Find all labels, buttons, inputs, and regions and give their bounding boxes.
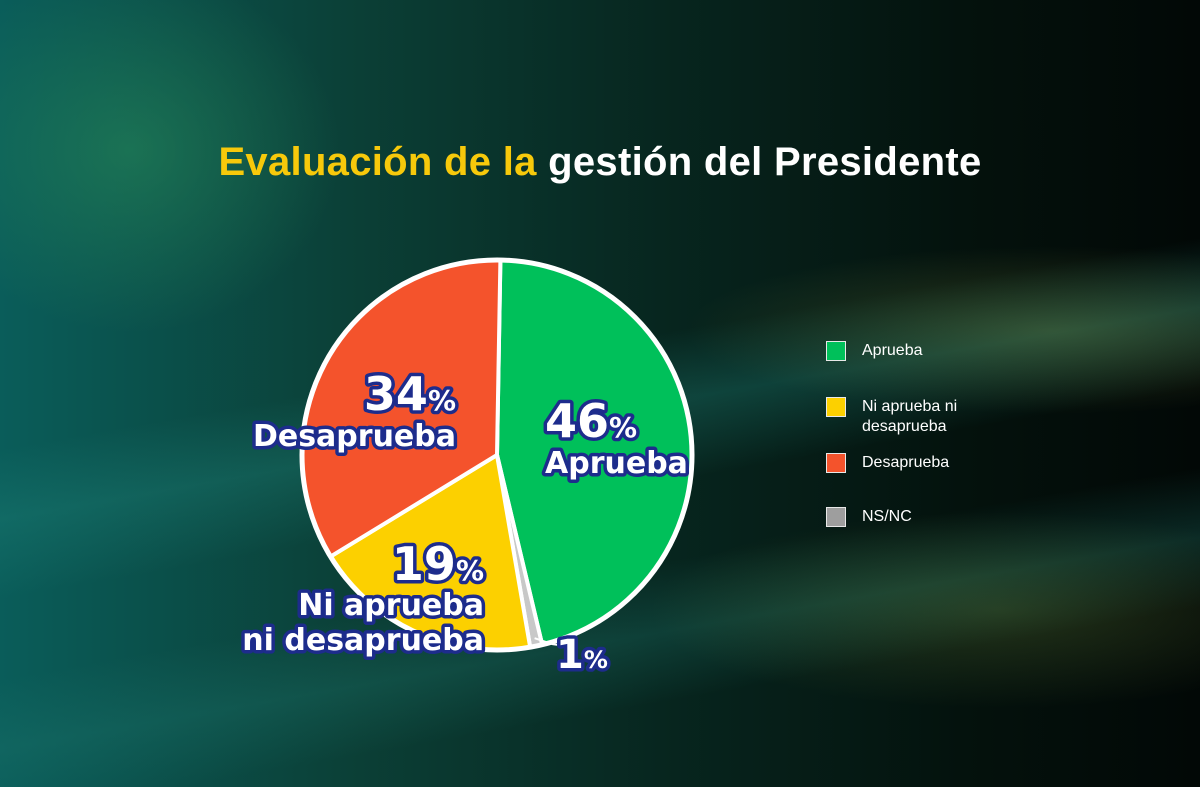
legend-swatch-nsnc	[826, 507, 846, 527]
data-label-aprueba: 46%Aprueba	[542, 391, 692, 485]
legend-label: Ni aprueba ni desaprueba	[862, 398, 958, 435]
legend-swatch-aprueba	[826, 341, 846, 361]
legend-label: Aprueba	[862, 342, 923, 359]
percent-value: 19%	[392, 537, 484, 591]
category-name: Aprueba	[545, 446, 688, 481]
title-part-1: Evaluación de la	[218, 140, 537, 184]
title-part-2: gestión del Presidente	[548, 140, 982, 184]
category-name: Ni aprueba	[298, 588, 484, 623]
legend-label: NS/NC	[862, 508, 912, 525]
data-label-ns-nc: 1%	[553, 629, 612, 682]
pie-outline	[299, 257, 695, 653]
percent-value: 46%	[545, 394, 637, 448]
legend-label: Desaprueba	[862, 454, 950, 471]
legend-swatch-ni-aprueba	[826, 397, 846, 417]
data-label-desaprueba: 34%Desaprueba	[249, 364, 459, 458]
category-name: Desaprueba	[253, 419, 456, 454]
leader-line-nsnc	[534, 637, 567, 648]
percent-value: 34%	[364, 367, 456, 421]
legend-swatch-desaprueba	[826, 453, 846, 473]
chart-title: Evaluación de la gestión del Presidente	[0, 140, 1200, 185]
percent-value: 1%	[556, 632, 608, 678]
category-name: ni desaprueba	[242, 623, 484, 658]
